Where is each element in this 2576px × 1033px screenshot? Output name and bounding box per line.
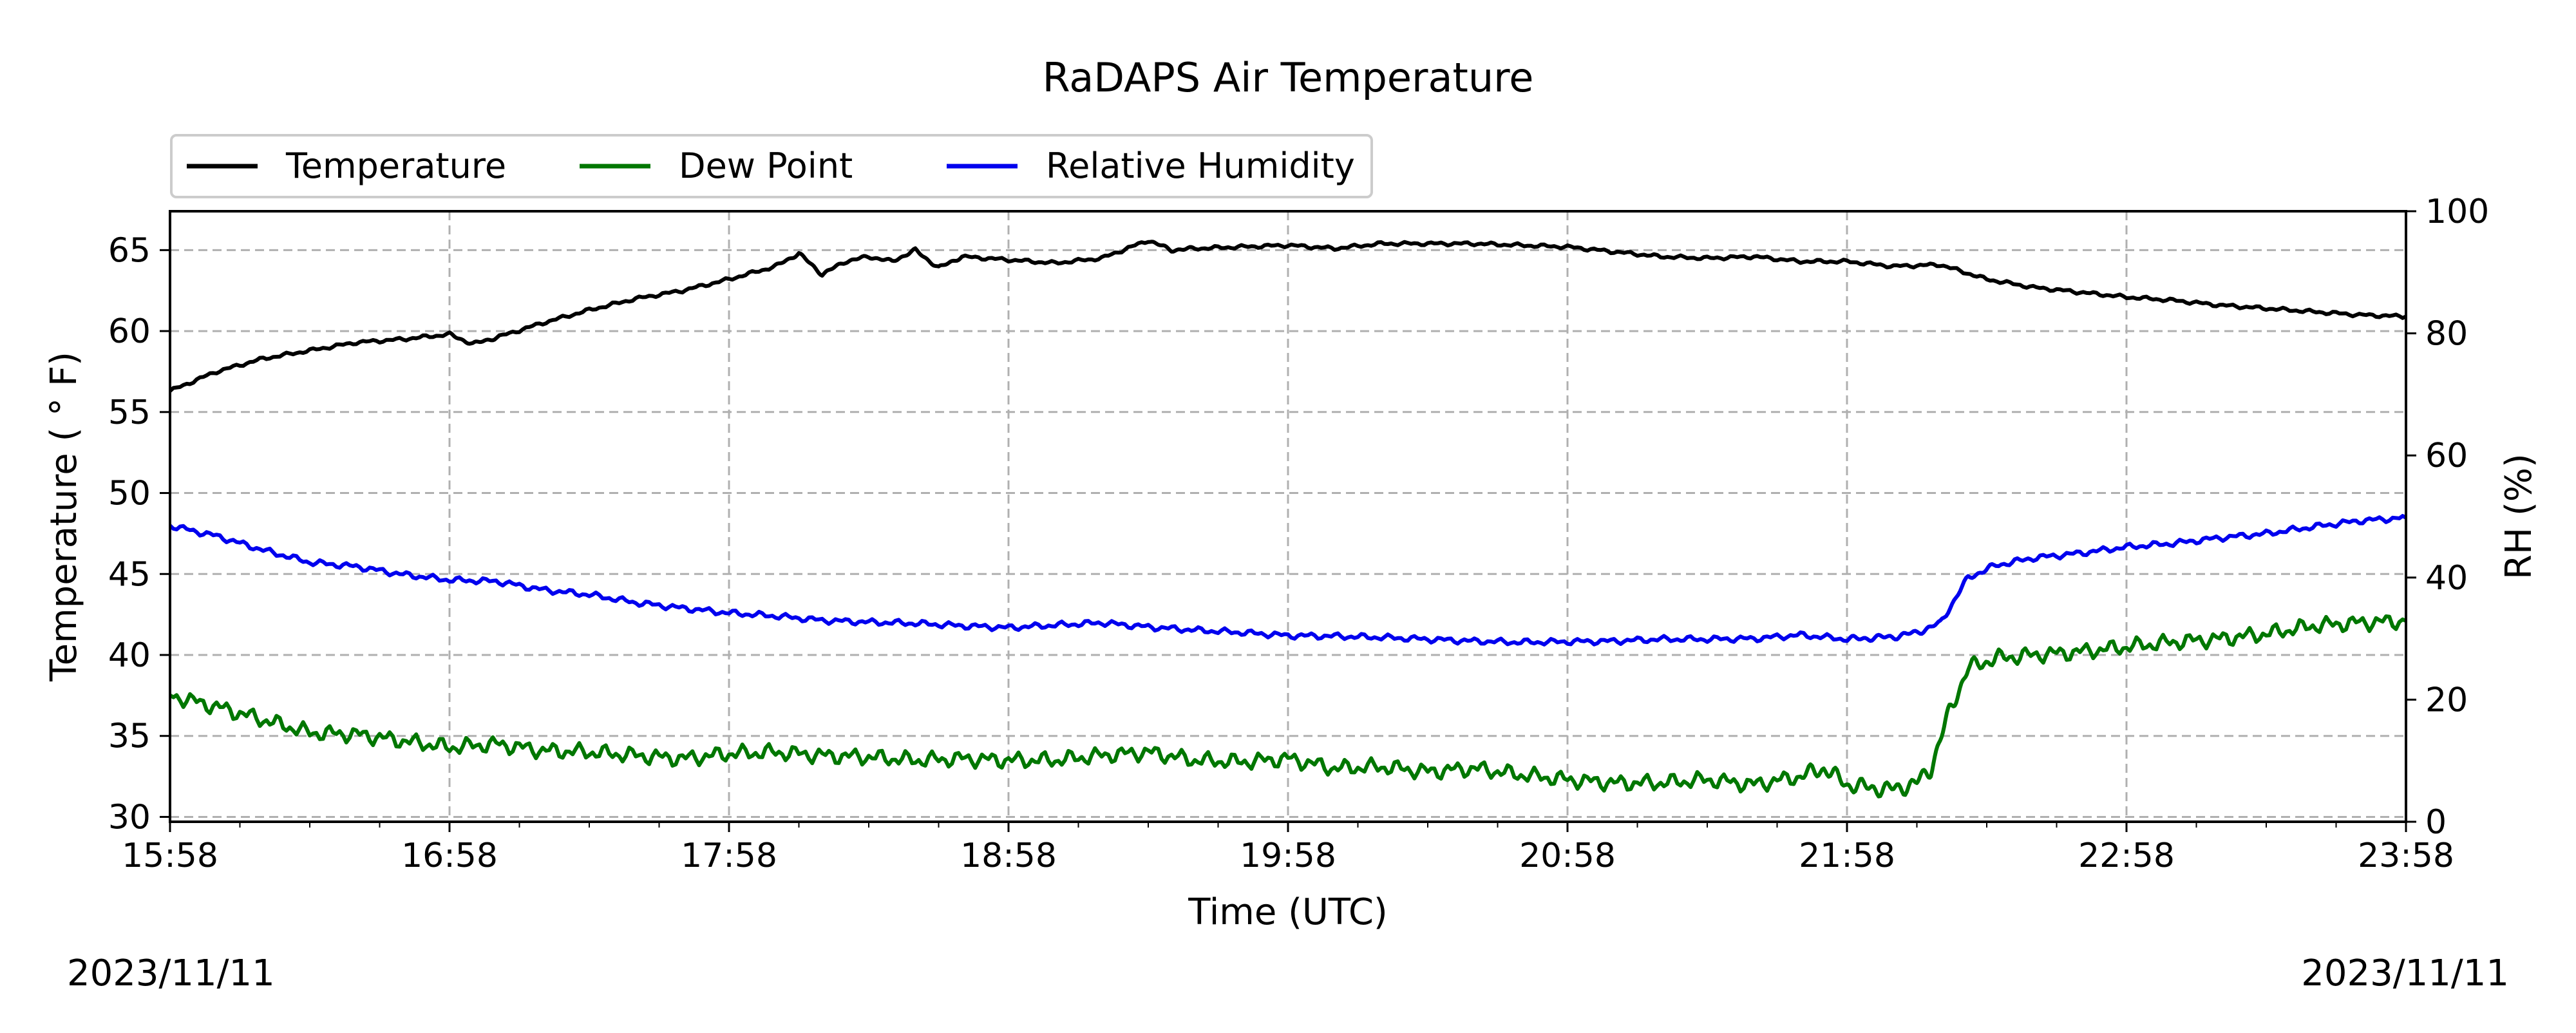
y-tick-label: 50 — [108, 475, 151, 513]
legend-label: Relative Humidity — [1046, 146, 1355, 186]
y-tick-label: 30 — [108, 798, 151, 837]
x-tick-label: 21:58 — [1799, 837, 1895, 875]
y-tick-label: 40 — [108, 636, 151, 675]
y2-tick-label: 0 — [2425, 803, 2447, 842]
chart-legend: Temperature Dew Point Relative Humidity — [171, 135, 1372, 197]
x-tick-label: 15:58 — [122, 837, 218, 875]
y-tick-label: 60 — [108, 312, 151, 351]
y2-axis-label: RH (%) — [2498, 453, 2540, 580]
y2-tick-label: 20 — [2425, 681, 2468, 719]
y-tick-label: 65 — [108, 231, 151, 270]
chart-title: RaDAPS Air Temperature — [1043, 54, 1534, 101]
x-tick-label: 23:58 — [2358, 837, 2454, 875]
y2-tick-label: 40 — [2425, 559, 2468, 598]
y-axis-label: Temperature ( ° F) — [43, 352, 85, 682]
date-label-left: 2023/11/11 — [67, 952, 275, 994]
y2-tick-label: 60 — [2425, 437, 2468, 475]
x-tick-label: 20:58 — [1519, 837, 1616, 875]
legend-label: Dew Point — [679, 146, 853, 186]
x-axis-label: Time (UTC) — [1188, 891, 1388, 933]
legend-label: Temperature — [285, 146, 506, 186]
y-tick-label: 35 — [108, 717, 151, 756]
x-tick-label: 16:58 — [401, 837, 498, 875]
x-tick-label: 18:58 — [960, 837, 1057, 875]
x-tick-label: 19:58 — [1240, 837, 1336, 875]
y-tick-label: 45 — [108, 555, 151, 594]
date-label-right: 2023/11/11 — [2301, 952, 2509, 994]
y2-tick-label: 100 — [2425, 193, 2489, 231]
x-tick-label: 22:58 — [2078, 837, 2175, 875]
y2-tick-label: 80 — [2425, 315, 2468, 354]
y-tick-label: 55 — [108, 393, 151, 432]
x-tick-label: 17:58 — [681, 837, 777, 875]
